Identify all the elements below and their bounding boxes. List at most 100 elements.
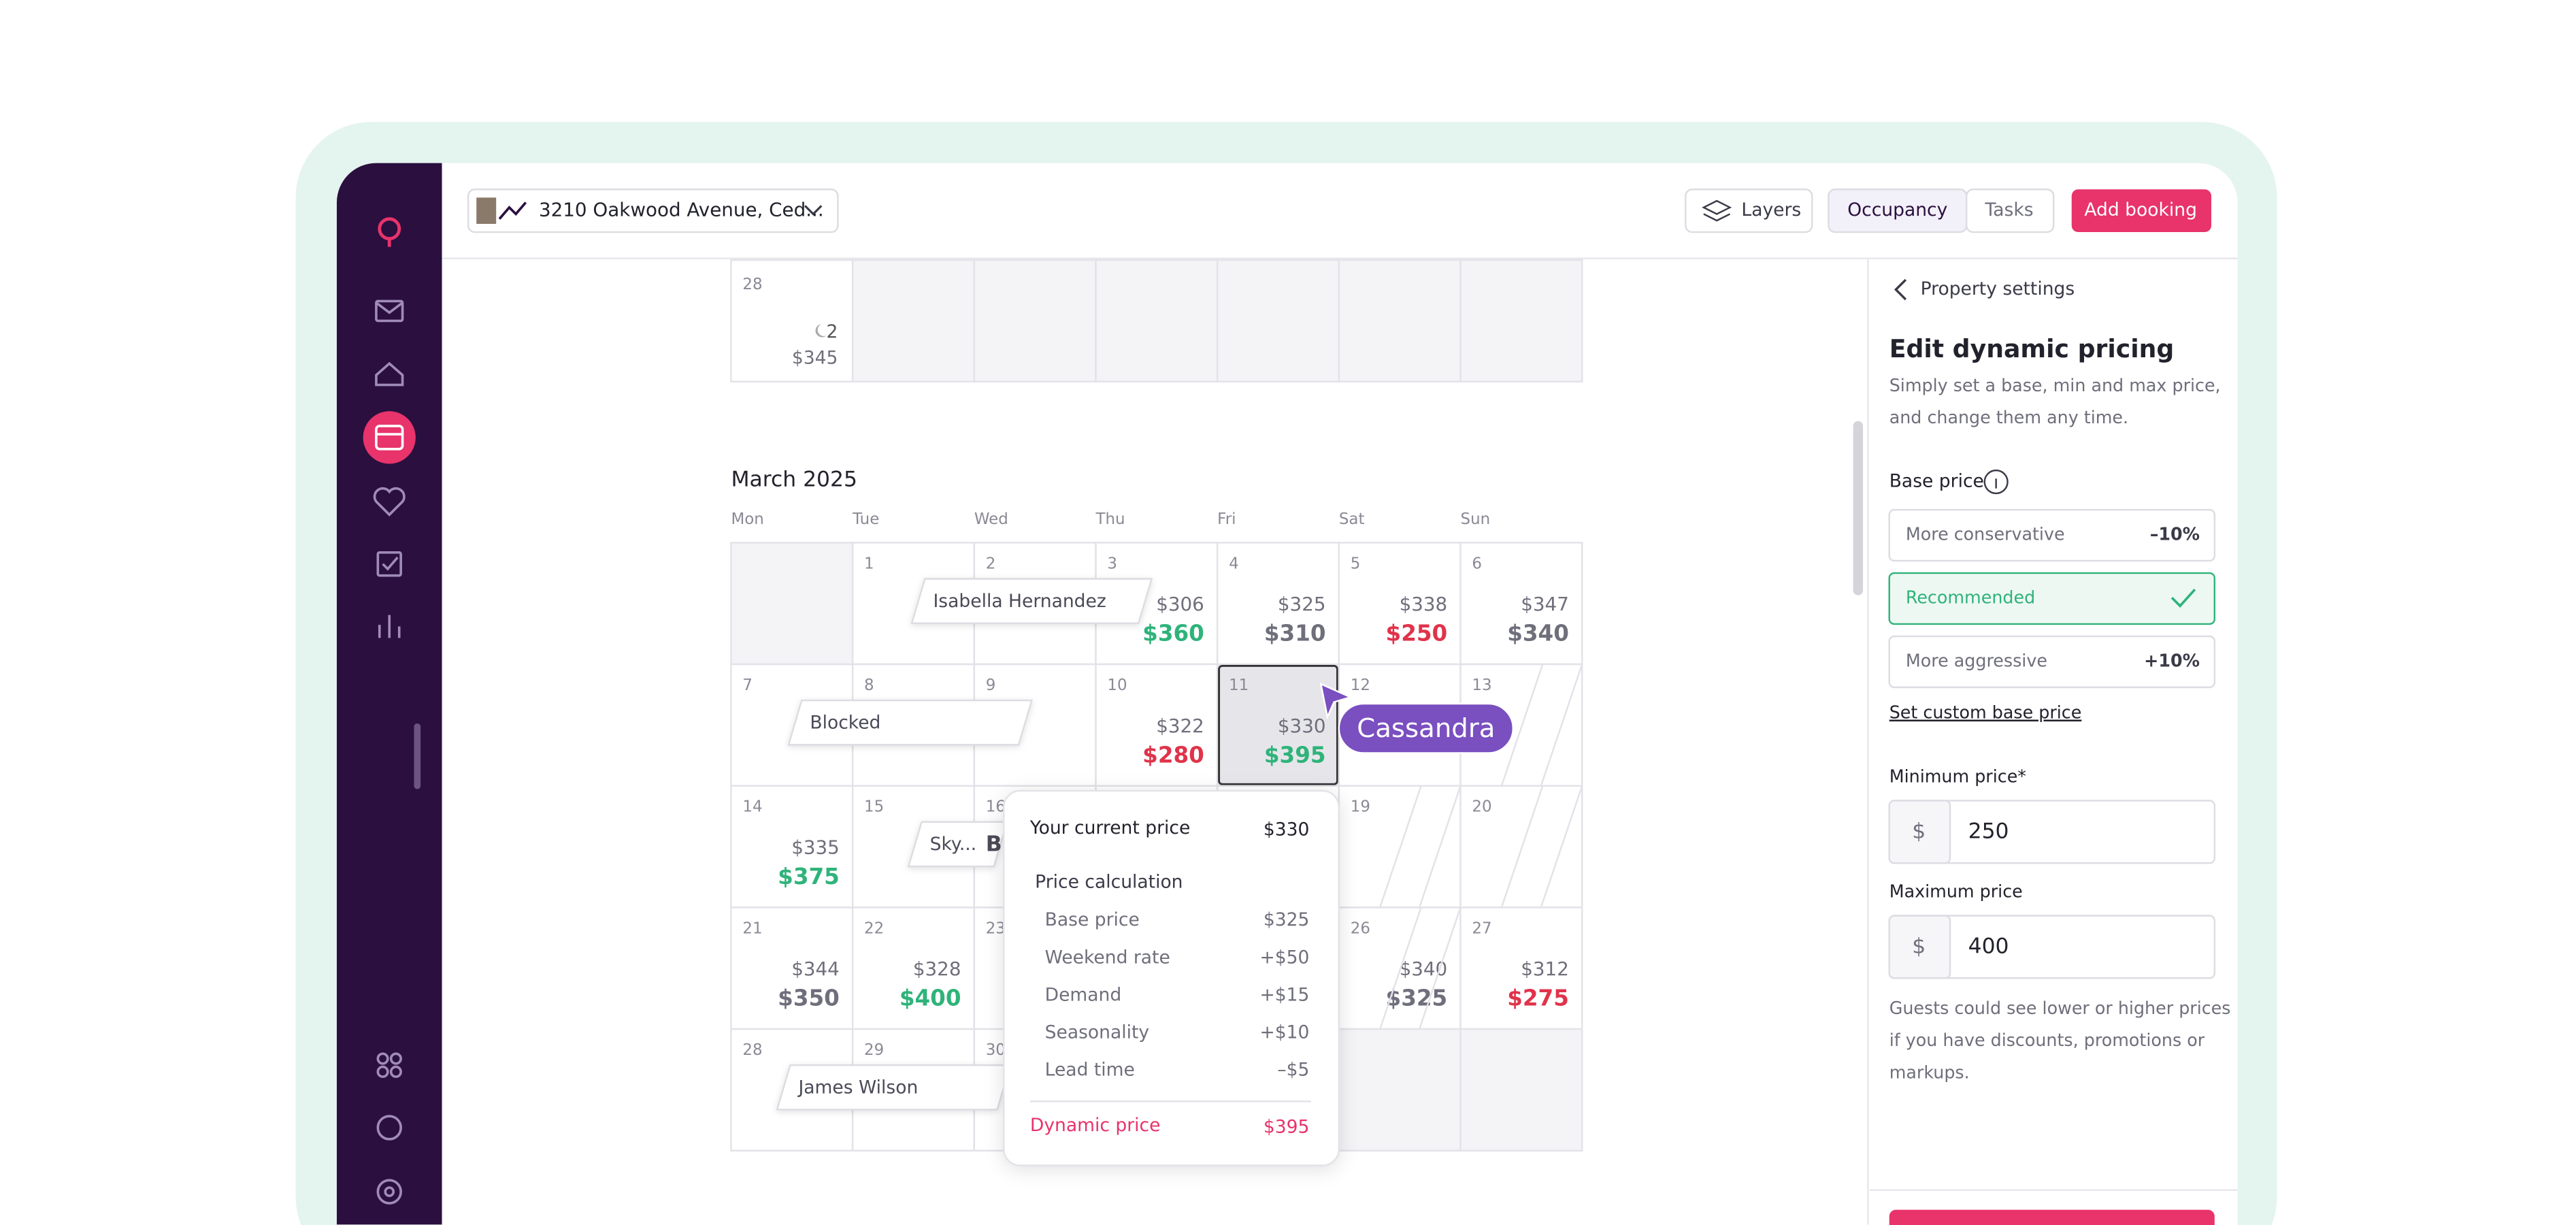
label: 8 <box>864 676 874 694</box>
layers-button[interactable] <box>1685 189 1813 233</box>
label: +10% <box>2144 650 2200 670</box>
label: Tue <box>852 510 879 528</box>
label: More aggressive <box>1906 650 2047 670</box>
label: 29 <box>864 1041 884 1059</box>
sidebar <box>336 163 442 1225</box>
currency-addon <box>1888 915 1951 979</box>
add-booking-button[interactable] <box>2071 189 2211 233</box>
hatch <box>1379 785 1462 908</box>
label: $ <box>1912 934 1926 958</box>
label: 400 <box>1968 934 2009 958</box>
booking-pill[interactable] <box>907 821 1008 868</box>
label: 5 <box>1351 555 1361 572</box>
address-select[interactable] <box>467 189 839 233</box>
back-arrow[interactable] <box>1894 278 1907 301</box>
day-cell[interactable] <box>730 906 854 1030</box>
cursor <box>1319 682 1353 720</box>
label: Mon <box>731 510 763 528</box>
cursor-tag <box>1338 702 1514 754</box>
label: $ <box>1912 819 1926 843</box>
label: 3 <box>1107 555 1117 572</box>
pricing-option[interactable] <box>1888 635 2216 689</box>
tasks-tab[interactable] <box>1965 189 2055 233</box>
label: 28 <box>742 276 762 293</box>
price: $330 <box>1278 715 1326 737</box>
label: Maximum price <box>1889 881 2023 902</box>
label: Thu <box>1095 510 1125 528</box>
label: 26 <box>1351 919 1370 937</box>
dynamic-price: $340 <box>1507 621 1569 647</box>
price: $306 <box>1156 593 1204 615</box>
empty-cell <box>1459 1028 1583 1152</box>
hatch <box>1500 664 1583 787</box>
price: $328 <box>913 958 961 980</box>
label: 7 <box>742 676 753 694</box>
empty-cell <box>730 542 854 666</box>
label: Simply set a base, min and max price, <box>1889 375 2221 395</box>
label: Sun <box>1461 510 1491 528</box>
label: Edit dynamic pricing <box>1889 334 2175 363</box>
sidebar-icons <box>363 217 421 1205</box>
save-button[interactable] <box>1889 1209 2215 1225</box>
label: 13 <box>1472 676 1491 694</box>
dynamic-price: $360 <box>1142 621 1204 647</box>
feb-cell-empty <box>1459 259 1583 382</box>
price: $344 <box>791 958 840 980</box>
label: +$15 <box>1259 984 1309 1005</box>
label: B <box>986 832 1002 857</box>
currency-addon <box>1888 800 1951 864</box>
day-cell[interactable] <box>1095 663 1219 787</box>
label: More conservative <box>1906 524 2065 544</box>
label: Wed <box>974 510 1008 528</box>
label: 4 <box>1229 555 1239 572</box>
label: Blocked <box>810 712 880 733</box>
price: $325 <box>1278 593 1326 615</box>
link: Set custom base price <box>1889 702 2082 722</box>
price: $312 <box>1521 958 1569 980</box>
button-label: Layers <box>1741 199 1801 220</box>
day-cell[interactable] <box>1338 542 1462 666</box>
label: Dynamic price <box>1030 1115 1161 1136</box>
hatch <box>1500 785 1583 908</box>
scrollbar <box>1853 421 1864 595</box>
button-label: Add booking <box>2084 199 2197 220</box>
booking-pill[interactable] <box>910 578 1153 624</box>
label: 15 <box>864 798 884 816</box>
label: March 2025 <box>731 468 857 492</box>
day-cell[interactable] <box>851 906 976 1030</box>
dynamic-price: $395 <box>1264 742 1326 768</box>
feb-cell <box>730 259 854 382</box>
price: $347 <box>1521 593 1569 615</box>
label: Recommended <box>1906 587 2035 607</box>
pricing-option[interactable] <box>1888 508 2216 562</box>
label: Demand <box>1045 984 1122 1005</box>
active-nav[interactable] <box>363 411 416 464</box>
label: 12 <box>1351 676 1370 694</box>
label: –$5 <box>1277 1059 1309 1080</box>
check-icon <box>2170 588 2196 608</box>
label: 250 <box>1968 819 2009 843</box>
label: 2 <box>986 555 996 572</box>
booking-pill[interactable] <box>787 699 1033 746</box>
label: 21 <box>742 919 762 937</box>
label: $395 <box>1264 1116 1310 1137</box>
pricing-option[interactable] <box>1888 572 2216 625</box>
booking-pill[interactable] <box>776 1064 1012 1111</box>
label: Guests could see lower or higher prices <box>1889 998 2231 1018</box>
label: 27 <box>1472 919 1491 937</box>
day-cell[interactable] <box>1216 542 1340 666</box>
feb-cell-empty <box>973 259 1097 382</box>
label: Cassandra <box>1357 713 1495 744</box>
label: if you have discounts, promotions or <box>1889 1030 2205 1050</box>
label: Sat <box>1339 510 1365 528</box>
dynamic-price: $250 <box>1386 621 1448 647</box>
label: James Wilson <box>797 1077 918 1098</box>
feb-cell-empty <box>1095 259 1219 382</box>
label: +$50 <box>1259 947 1309 968</box>
label: Base price <box>1889 471 1984 492</box>
label: 30 <box>986 1041 1006 1059</box>
label: 9 <box>986 676 996 694</box>
label: Lead time <box>1045 1059 1135 1080</box>
feb-cell-empty <box>1216 259 1340 382</box>
